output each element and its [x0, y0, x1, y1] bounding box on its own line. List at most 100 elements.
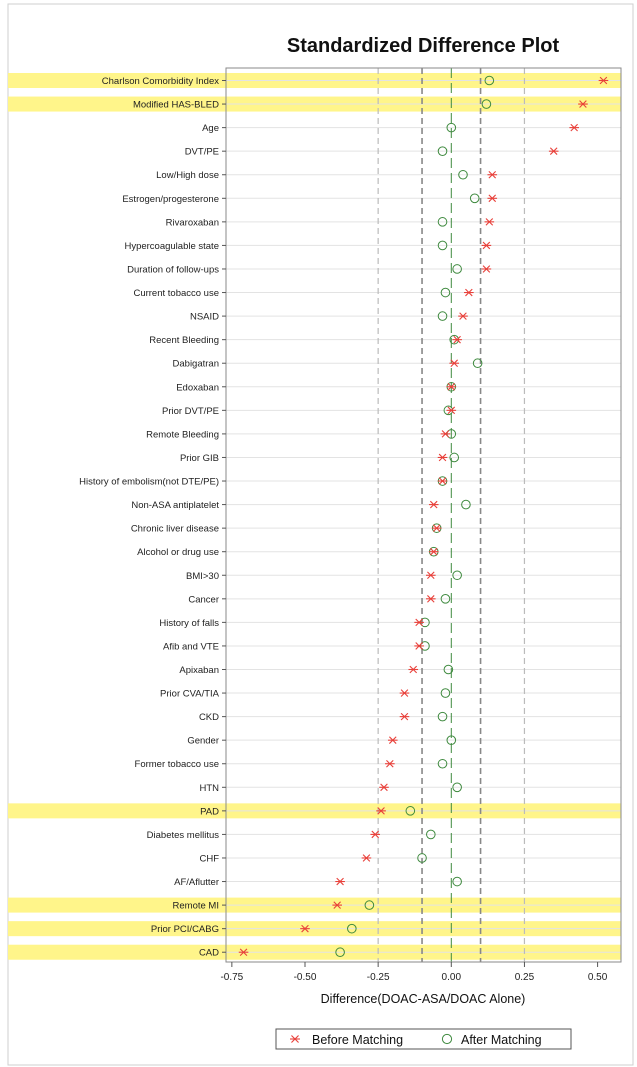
after-matching-point — [440, 688, 451, 698]
after-matching-point — [458, 169, 468, 180]
category-label: Prior PCI/CABG — [151, 924, 219, 935]
legend-box — [275, 1028, 572, 1050]
category-label: Prior GIB — [180, 453, 219, 464]
before-matching-point — [376, 807, 386, 815]
before-matching-point — [379, 783, 389, 792]
after-matching-point — [484, 75, 495, 86]
before-matching-point — [399, 712, 410, 721]
before-matching-point — [548, 147, 559, 155]
category-label: Age — [202, 123, 219, 134]
after-matching-point — [417, 853, 427, 863]
before-matching-point — [238, 948, 249, 957]
after-matching-point — [446, 122, 457, 133]
category-label: Prior CVA/TIA — [160, 689, 220, 700]
after-matching-point — [461, 499, 471, 510]
category-label: Gender — [187, 736, 219, 747]
category-label: AF/Aflutter — [174, 877, 219, 888]
category-label: Alcohol or drug use — [137, 547, 219, 558]
before-matching-point — [464, 288, 474, 297]
before-matching-point — [399, 689, 410, 697]
category-label: Modified HAS-BLED — [133, 100, 219, 111]
x-tick-label: 0.50 — [588, 972, 608, 983]
after-matching-point — [440, 594, 451, 604]
category-label: Chronic liver disease — [131, 524, 219, 535]
category-label: Non-ASA antiplatelet — [131, 500, 219, 511]
category-label: Remote Bleeding — [146, 429, 219, 440]
before-matching-point — [300, 924, 310, 933]
category-label: Estrogen/progesterone — [122, 194, 219, 205]
category-label: HTN — [199, 783, 219, 794]
legend-after-marker — [441, 1033, 453, 1045]
after-matching-point — [364, 900, 375, 910]
after-matching-point — [437, 217, 448, 227]
before-matching-point — [449, 359, 460, 368]
category-label: Rivaroxaban — [166, 217, 219, 228]
before-matching-point — [332, 901, 342, 909]
before-matching-point — [437, 453, 448, 462]
legend-asterisk — [290, 1035, 300, 1043]
after-matching-point — [481, 99, 492, 109]
after-matching-point — [452, 264, 462, 274]
legend-after-label: After Matching — [461, 1033, 542, 1047]
x-tick-label: -0.50 — [294, 972, 317, 983]
category-label: PAD — [200, 806, 219, 817]
category-label: CHF — [199, 853, 219, 864]
before-matching-point — [408, 665, 419, 674]
after-matching-point — [426, 829, 436, 840]
category-label: Afib and VTE — [163, 641, 219, 652]
after-matching-point — [437, 711, 448, 722]
chart-title: Standardized Difference Plot — [287, 35, 560, 57]
before-matching-point — [361, 854, 372, 862]
before-matching-point — [487, 194, 498, 203]
before-matching-point — [437, 477, 448, 485]
category-label: Diabetes mellitus — [147, 830, 220, 841]
before-matching-point — [578, 100, 588, 108]
after-matching-point — [449, 452, 460, 463]
category-label: CKD — [199, 712, 219, 723]
x-axis: -0.75 -0.50 -0.25 0.00 0.25 0.50 — [220, 962, 608, 983]
after-matching-point — [472, 358, 483, 369]
before-matching-point — [426, 595, 436, 603]
category-label: Current tobacco use — [133, 288, 219, 299]
legend: Before Matching After Matching — [275, 1028, 572, 1050]
before-matching-point — [440, 430, 451, 438]
category-label: DVT/PE — [185, 147, 219, 158]
category-label: Remote MI — [173, 901, 219, 912]
before-matching-point — [481, 241, 492, 250]
before-matching-point — [569, 123, 579, 132]
reference-lines — [377, 68, 526, 962]
category-label: Former tobacco use — [135, 759, 219, 770]
before-matching-point — [428, 547, 439, 556]
before-matching-point — [446, 382, 457, 391]
after-matching-point — [437, 240, 448, 251]
before-matching-point — [428, 500, 439, 509]
category-label: History of embolism(not DTE/PE) — [79, 477, 219, 488]
x-tick-label: -0.75 — [220, 972, 243, 983]
before-matching-point — [335, 877, 345, 886]
category-labels: Charlson Comorbidity Index Modified HAS-B… — [79, 76, 226, 959]
before-matching-point — [414, 642, 424, 650]
x-tick-label: 0.25 — [515, 972, 535, 983]
after-matching-point — [347, 923, 357, 934]
category-label: Edoxaban — [176, 382, 219, 393]
before-matching-points — [238, 76, 609, 957]
after-matching-point — [452, 876, 462, 887]
before-matching-point — [426, 571, 436, 580]
after-matching-point — [452, 782, 462, 793]
after-matching-point — [452, 570, 462, 581]
after-matching-point — [443, 664, 454, 675]
category-label: History of falls — [159, 618, 219, 629]
after-matching-point — [405, 806, 416, 816]
before-matching-point — [385, 759, 395, 768]
before-matching-point — [446, 406, 457, 415]
category-label: CAD — [199, 948, 219, 959]
before-matching-point — [370, 830, 381, 839]
category-label: Cancer — [188, 594, 219, 605]
category-label: Charlson Comorbidity Index — [102, 76, 219, 87]
after-matching-point — [440, 287, 451, 298]
category-label: Hypercoagulable state — [124, 241, 219, 252]
before-matching-point — [452, 335, 462, 344]
figure-border — [7, 3, 634, 1066]
x-axis-label: Difference(DOAC-ASA/DOAC Alone) — [321, 992, 526, 1006]
